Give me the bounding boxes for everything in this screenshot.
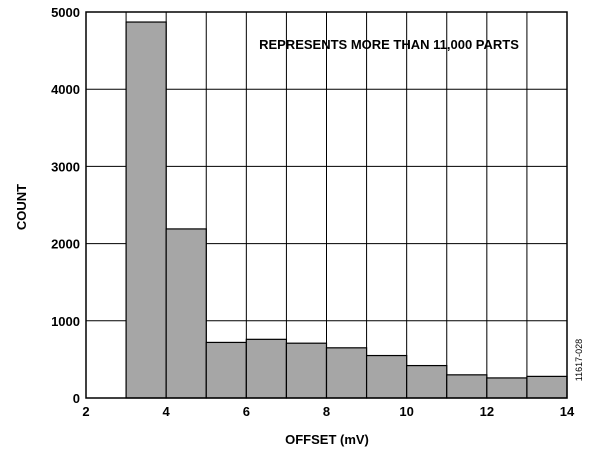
x-tick-label: 10 xyxy=(399,404,413,419)
y-tick-label: 2000 xyxy=(51,237,80,252)
x-tick-label: 6 xyxy=(243,404,250,419)
x-tick-label: 4 xyxy=(163,404,171,419)
histogram-bar xyxy=(165,228,207,399)
histogram-bar xyxy=(486,377,528,399)
histogram-bar xyxy=(285,342,328,399)
x-axis-title: OFFSET (mV) xyxy=(285,432,369,447)
y-tick-label: 1000 xyxy=(51,314,80,329)
histogram-bar xyxy=(325,347,368,399)
y-tick-labels: 0 1000 2000 3000 4000 5000 xyxy=(51,5,80,406)
y-tick-label: 3000 xyxy=(51,159,80,174)
y-tick-label: 0 xyxy=(73,391,80,406)
x-tick-label: 2 xyxy=(82,404,89,419)
y-axis-title: COUNT xyxy=(14,184,29,230)
y-tick-label: 5000 xyxy=(51,5,80,20)
x-tick-label: 12 xyxy=(480,404,494,419)
histogram-bar xyxy=(526,375,568,399)
histogram-bar xyxy=(245,338,288,399)
histogram-bar xyxy=(406,364,448,399)
x-tick-label: 14 xyxy=(560,404,575,419)
annotation-text: REPRESENTS MORE THAN 11,000 PARTS xyxy=(259,37,519,52)
x-tick-label: 8 xyxy=(323,404,330,419)
histogram-bar xyxy=(446,374,488,399)
x-tick-labels: 2 4 6 8 10 12 14 xyxy=(82,404,575,419)
histogram-bar xyxy=(365,354,408,399)
plot-frame xyxy=(85,11,568,399)
histogram-bar xyxy=(205,341,247,399)
figure-id: 11617-028 xyxy=(574,339,584,381)
histogram-bar xyxy=(125,21,167,399)
bars xyxy=(125,21,568,399)
y-tick-label: 4000 xyxy=(51,82,80,97)
